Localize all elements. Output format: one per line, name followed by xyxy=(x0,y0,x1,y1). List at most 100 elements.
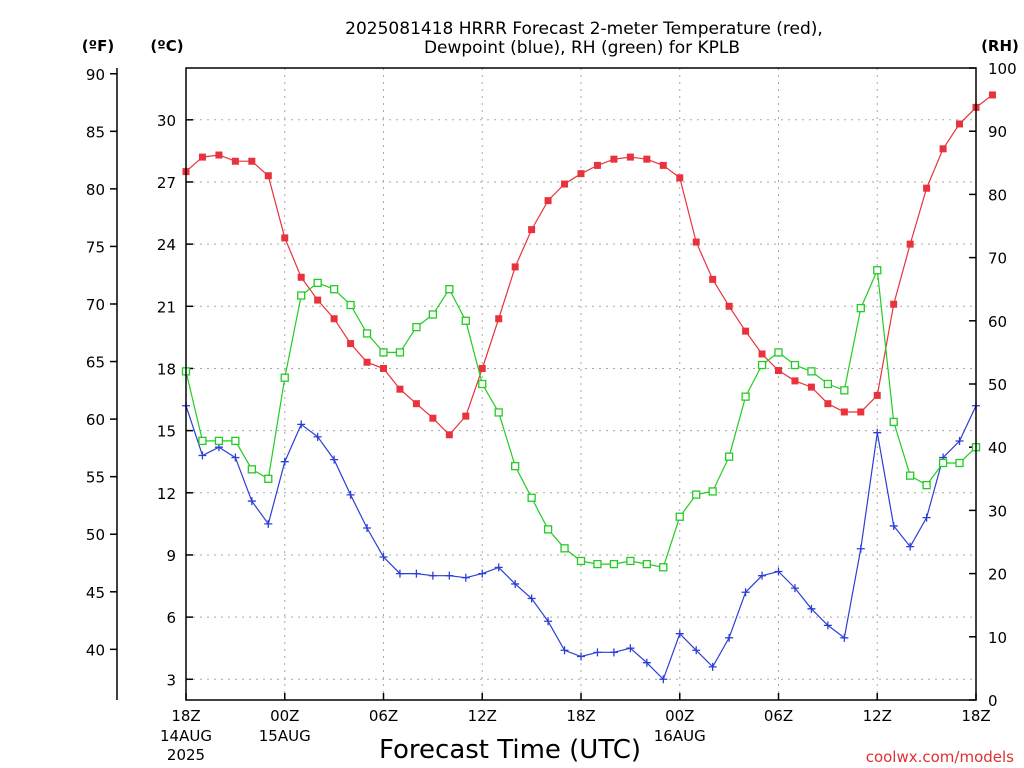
dewpoint-point xyxy=(445,571,454,580)
rh-point xyxy=(873,266,882,275)
celsius-tick-label: 6 xyxy=(166,609,176,627)
temperature-point xyxy=(956,120,964,128)
rh-point xyxy=(659,563,668,572)
x-tick-date: 16AUG xyxy=(654,727,706,745)
dewpoint-point xyxy=(494,563,503,572)
dewpoint-point xyxy=(922,513,931,522)
dewpoint-point xyxy=(461,573,470,582)
dewpoint-point xyxy=(840,633,849,642)
dewpoint-point xyxy=(708,662,717,671)
rh-point xyxy=(231,436,240,446)
rh-point xyxy=(938,458,948,468)
chart-title: 2025081418 HRRR Forecast 2-meter Tempera… xyxy=(345,19,823,39)
dewpoint-point xyxy=(511,579,520,588)
rh-tick-label: 70 xyxy=(988,250,1007,268)
x-axis-label: Forecast Time (UTC) xyxy=(379,735,641,765)
rh-point xyxy=(412,322,421,332)
fahrenheit-tick-label: 65 xyxy=(86,354,105,372)
rh-point xyxy=(626,556,635,566)
rh-point xyxy=(955,458,964,468)
rh-point xyxy=(478,379,487,389)
temperature-point xyxy=(215,151,223,159)
rh-point xyxy=(247,465,256,474)
celsius-unit-label: (ºC) xyxy=(150,37,183,55)
celsius-tick-label: 18 xyxy=(157,360,176,378)
rh-tick-label: 10 xyxy=(988,629,1007,647)
celsius-tick-label: 12 xyxy=(157,485,176,503)
dewpoint-point xyxy=(725,633,734,642)
dewpoint-point xyxy=(642,658,651,667)
dewpoint-point xyxy=(264,519,273,528)
celsius-axis: 3 6 9 12 15 18 21 24 27 30 xyxy=(157,112,193,689)
dewpoint-point xyxy=(659,675,668,684)
temperature-point xyxy=(923,184,931,192)
temperature-point xyxy=(692,238,700,246)
temperature-point xyxy=(363,358,371,366)
rh-point xyxy=(198,436,207,446)
dewpoint-point xyxy=(297,420,306,429)
dewpoint-point xyxy=(428,571,437,580)
temperature-point xyxy=(906,240,914,248)
temperature-point xyxy=(791,377,799,385)
rh-point xyxy=(906,471,915,480)
temperature-point xyxy=(330,315,338,323)
temperature-point xyxy=(297,273,305,281)
rh-point xyxy=(346,300,355,310)
dewpoint-point xyxy=(906,542,915,551)
x-tick-label: 18Z xyxy=(171,707,200,725)
fahrenheit-tick-label: 50 xyxy=(86,526,105,544)
dewpoint-point xyxy=(544,617,553,626)
rh-point xyxy=(445,285,454,294)
temperature-point xyxy=(314,296,322,304)
rh-axis: 0 10 20 30 40 50 60 70 80 90 100 xyxy=(969,60,1017,710)
rh-tick-label: 80 xyxy=(988,186,1007,204)
dewpoint-point xyxy=(593,648,602,657)
x-tick-date: 14AUG xyxy=(160,727,212,745)
gridlines xyxy=(186,68,976,700)
fahrenheit-tick-label: 80 xyxy=(86,181,105,199)
dewpoint-point xyxy=(774,567,783,576)
temperature-point xyxy=(643,155,651,163)
temperature-point xyxy=(380,364,387,372)
x-tick-label: 18Z xyxy=(566,707,595,725)
temperature-point xyxy=(248,157,256,165)
dewpoint-point xyxy=(313,432,322,441)
temperature-point xyxy=(988,91,996,99)
rh-point xyxy=(790,360,800,370)
celsius-tick-label: 27 xyxy=(157,174,176,192)
rh-point xyxy=(511,462,520,471)
x-tick-label: 00Z xyxy=(665,707,694,725)
x-tick-label: 06Z xyxy=(764,707,793,725)
temperature-line xyxy=(185,94,993,436)
fahrenheit-axis: 40 45 50 55 60 65 70 75 80 85 90 xyxy=(86,66,117,659)
temperature-point xyxy=(610,155,618,163)
temperature-point xyxy=(824,400,832,408)
temperature-series xyxy=(182,91,996,439)
rh-point xyxy=(428,310,438,319)
temperature-point xyxy=(840,408,848,416)
rh-point xyxy=(313,278,322,288)
temperature-point xyxy=(725,302,733,310)
rh-point xyxy=(840,386,849,395)
x-tick-year: 2025 xyxy=(167,746,205,764)
dewpoint-point xyxy=(675,629,684,638)
temperature-point xyxy=(445,431,453,439)
x-tick-label: 12Z xyxy=(863,707,892,725)
temperature-point xyxy=(264,172,272,180)
rh-point xyxy=(757,360,767,370)
dewpoint-point xyxy=(379,553,388,562)
temperature-point xyxy=(478,364,486,372)
temperature-point xyxy=(939,145,947,153)
dewpoint-point xyxy=(412,569,421,578)
temperature-point xyxy=(511,263,519,271)
temperature-point xyxy=(742,327,750,335)
dewpoint-point xyxy=(560,646,569,655)
rh-point xyxy=(214,436,224,446)
x-tick-label: 00Z xyxy=(270,707,299,725)
dewpoint-point xyxy=(363,524,372,533)
x-tick-date: 15AUG xyxy=(259,727,311,745)
celsius-tick-label: 24 xyxy=(157,236,176,254)
temperature-point xyxy=(495,315,503,323)
temperature-point xyxy=(593,161,601,169)
